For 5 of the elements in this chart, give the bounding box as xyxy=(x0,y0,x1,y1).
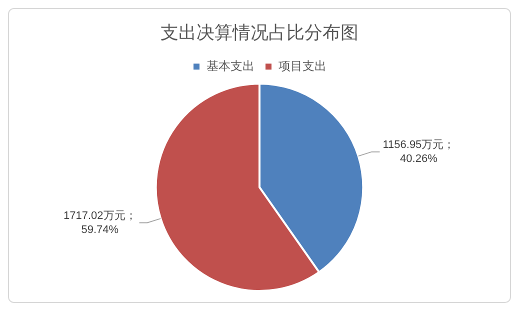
data-label: 1717.02万元； 59.74% xyxy=(64,210,136,236)
chart-title: 支出决算情况占比分布图 xyxy=(160,22,358,44)
legend-label: 基本支出 xyxy=(206,58,254,73)
legend-label: 项目支出 xyxy=(278,58,326,73)
data-label: 1156.95万元； 40.26% xyxy=(382,138,455,165)
